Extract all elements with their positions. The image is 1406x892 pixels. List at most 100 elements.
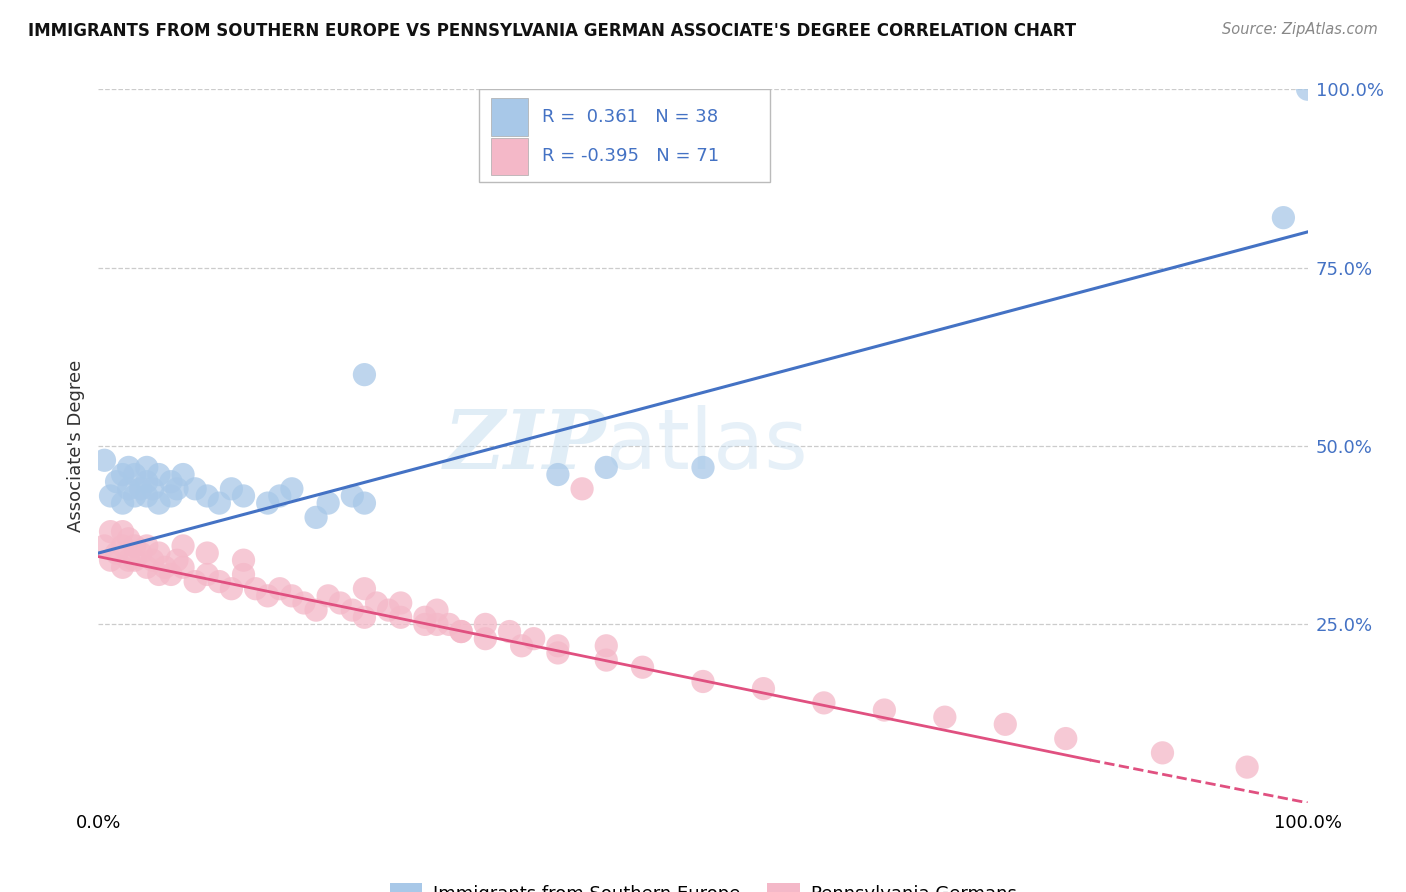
Point: [100, 489, 122, 503]
Text: Source: ZipAtlas.com: Source: ZipAtlas.com: [1222, 22, 1378, 37]
Point: [148, 546, 170, 560]
Point: [184, 574, 207, 589]
Text: IMMIGRANTS FROM SOUTHERN EUROPE VS PENNSYLVANIA GERMAN ASSOCIATE'S DEGREE CORREL: IMMIGRANTS FROM SOUTHERN EUROPE VS PENNS…: [28, 22, 1076, 40]
Point: [1054, 731, 1077, 746]
Point: [305, 510, 328, 524]
Point: [100, 524, 122, 539]
Point: [124, 539, 146, 553]
Point: [129, 546, 152, 560]
Point: [389, 596, 412, 610]
Point: [595, 653, 617, 667]
Point: [547, 467, 569, 482]
Point: [595, 639, 617, 653]
Point: [195, 489, 218, 503]
Point: [426, 617, 449, 632]
Point: [281, 589, 304, 603]
Point: [100, 553, 122, 567]
Point: [148, 467, 170, 482]
Point: [342, 489, 364, 503]
Point: [221, 582, 243, 596]
Point: [1236, 760, 1258, 774]
Point: [232, 553, 254, 567]
Point: [148, 567, 170, 582]
Point: [692, 460, 714, 475]
Point: [426, 603, 449, 617]
FancyBboxPatch shape: [479, 89, 769, 182]
Point: [124, 489, 146, 503]
Point: [135, 539, 157, 553]
Y-axis label: Associate's Degree: Associate's Degree: [66, 359, 84, 533]
Point: [208, 574, 231, 589]
Point: [547, 639, 569, 653]
Point: [353, 368, 375, 382]
Point: [413, 617, 436, 632]
Point: [232, 489, 254, 503]
Point: [450, 624, 472, 639]
Point: [93, 539, 115, 553]
Point: [329, 596, 352, 610]
Point: [135, 560, 157, 574]
Point: [172, 560, 194, 574]
Point: [1296, 82, 1319, 96]
Point: [353, 496, 375, 510]
Point: [118, 482, 141, 496]
Point: [195, 567, 218, 582]
FancyBboxPatch shape: [492, 98, 527, 136]
Point: [135, 460, 157, 475]
Point: [118, 553, 141, 567]
Point: [994, 717, 1017, 731]
Point: [474, 632, 496, 646]
Point: [366, 596, 388, 610]
Point: [413, 610, 436, 624]
Point: [105, 546, 128, 560]
Point: [1272, 211, 1295, 225]
Point: [245, 582, 267, 596]
Point: [353, 610, 375, 624]
Point: [124, 467, 146, 482]
Point: [124, 553, 146, 567]
Point: [111, 524, 134, 539]
Point: [305, 603, 328, 617]
Point: [353, 582, 375, 596]
Point: [111, 467, 134, 482]
Point: [142, 553, 165, 567]
Point: [160, 567, 183, 582]
Point: [135, 475, 157, 489]
Point: [184, 482, 207, 496]
Point: [118, 532, 141, 546]
Point: [873, 703, 896, 717]
Point: [153, 560, 176, 574]
Legend: Immigrants from Southern Europe, Pennsylvania Germans: Immigrants from Southern Europe, Pennsyl…: [382, 876, 1024, 892]
Point: [105, 475, 128, 489]
Point: [523, 632, 546, 646]
Point: [316, 496, 339, 510]
Point: [93, 453, 115, 467]
Point: [232, 567, 254, 582]
Point: [813, 696, 835, 710]
Point: [1152, 746, 1174, 760]
Point: [316, 589, 339, 603]
Point: [256, 589, 278, 603]
Point: [474, 617, 496, 632]
Point: [498, 624, 520, 639]
Point: [111, 496, 134, 510]
Point: [269, 489, 291, 503]
Point: [172, 467, 194, 482]
Point: [450, 624, 472, 639]
Point: [166, 482, 188, 496]
Point: [437, 617, 460, 632]
Point: [256, 496, 278, 510]
Point: [221, 482, 243, 496]
Point: [510, 639, 533, 653]
Point: [389, 610, 412, 624]
Text: ZIP: ZIP: [444, 406, 606, 486]
Point: [692, 674, 714, 689]
Point: [166, 553, 188, 567]
Point: [342, 603, 364, 617]
Text: R =  0.361   N = 38: R = 0.361 N = 38: [543, 108, 718, 126]
Point: [595, 460, 617, 475]
Point: [172, 539, 194, 553]
Point: [160, 475, 183, 489]
Point: [148, 496, 170, 510]
Point: [934, 710, 956, 724]
